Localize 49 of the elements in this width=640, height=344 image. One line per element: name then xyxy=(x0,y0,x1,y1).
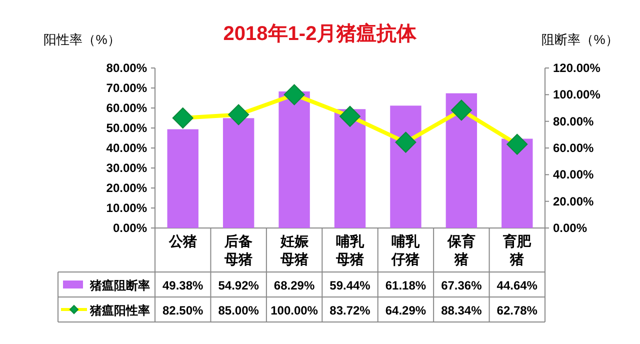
y-tick-label: 0.00% xyxy=(112,221,148,235)
x-tick-label: 公猪 xyxy=(168,233,197,249)
y2-tick-label: 20.00% xyxy=(553,194,594,208)
data-label: 44.64% xyxy=(496,278,538,292)
y-axis-title: 阳性率（%） xyxy=(44,32,120,47)
data-label: 67.36% xyxy=(441,278,482,292)
bar xyxy=(167,129,198,228)
bar xyxy=(446,93,478,228)
y-tick-label: 60.00% xyxy=(106,101,148,115)
y2-tick-label: 120.00% xyxy=(553,61,601,75)
y2-tick-label: 40.00% xyxy=(553,168,594,182)
bar xyxy=(390,106,422,228)
y-tick-label: 30.00% xyxy=(106,161,148,175)
bar xyxy=(502,138,533,228)
y-tick-label: 40.00% xyxy=(106,141,148,155)
data-label: 85.00% xyxy=(218,304,260,318)
data-label: 62.78% xyxy=(496,304,538,318)
data-label: 64.29% xyxy=(385,304,426,318)
x-tick-label: 后备母猪 xyxy=(224,233,253,267)
y-tick-label: 10.00% xyxy=(106,201,148,215)
x-tick-label: 育肥猪 xyxy=(502,233,532,267)
data-label: 100.00% xyxy=(270,304,318,318)
data-label: 59.44% xyxy=(330,278,371,292)
data-label: 88.34% xyxy=(441,304,482,318)
data-label: 61.18% xyxy=(385,278,426,292)
y2-tick-label: 100.00% xyxy=(553,88,601,102)
data-label: 49.38% xyxy=(162,278,204,292)
x-tick-label: 哺乳母猪 xyxy=(335,233,365,267)
chart-title: 2018年1-2月猪瘟抗体 xyxy=(223,22,418,45)
y2-tick-label: 80.00% xyxy=(553,114,594,128)
y-tick-label: 50.00% xyxy=(106,121,148,135)
bar xyxy=(222,118,254,228)
data-label: 82.50% xyxy=(162,304,204,318)
y2-tick-label: 60.00% xyxy=(553,141,594,155)
bar xyxy=(334,109,366,228)
data-label: 54.92% xyxy=(218,278,260,292)
y-tick-label: 80.00% xyxy=(106,61,148,75)
y2-tick-label: 0.00% xyxy=(553,221,588,235)
x-tick-label: 保育猪 xyxy=(446,233,476,267)
legend-label: 猪瘟阳性率 xyxy=(89,304,150,318)
legend-label: 猪瘟阻断率 xyxy=(89,278,150,292)
x-tick-label: 哺乳仔猪 xyxy=(390,233,421,267)
bar xyxy=(278,91,310,228)
data-label: 68.29% xyxy=(274,278,315,292)
y2-axis-title: 阻断率（%） xyxy=(542,32,618,47)
y-tick-label: 70.00% xyxy=(106,81,148,95)
data-label: 83.72% xyxy=(330,304,371,318)
x-tick-label: 妊娠母猪 xyxy=(279,233,310,267)
y-tick-label: 20.00% xyxy=(106,181,148,195)
